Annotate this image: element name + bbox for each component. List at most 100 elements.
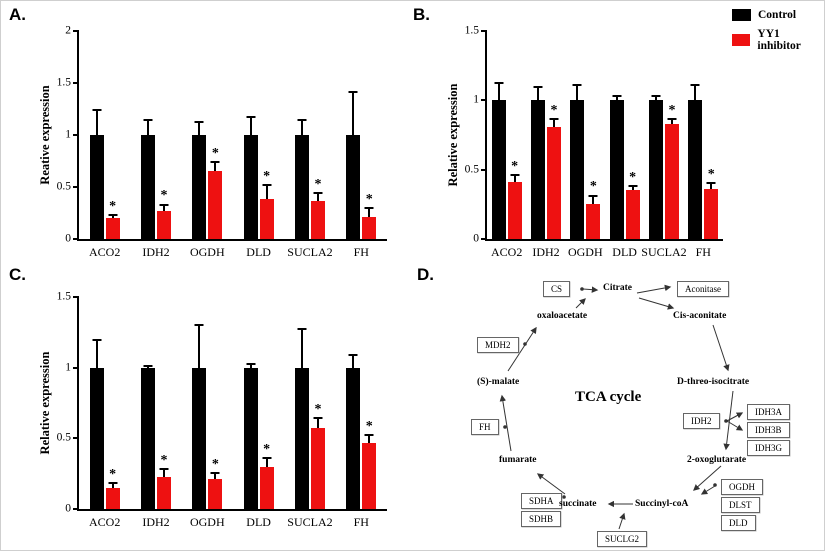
bar-group-sucla2: * SUCLA2	[287, 31, 333, 259]
bar-pair: *	[294, 328, 325, 509]
significance-asterisk: *	[109, 198, 117, 214]
error-bar-cap	[348, 353, 358, 356]
significance-asterisk: *	[550, 103, 558, 119]
bar-yy1-inhibitor: *	[208, 457, 223, 509]
legend-label-yy1-inhibitor: YY1 inhibitor	[757, 28, 801, 52]
error-bar	[92, 339, 102, 368]
error-bar-cap	[246, 116, 256, 119]
bar-pair: *	[243, 363, 274, 509]
error-bar	[143, 119, 153, 135]
bar-chart-panel-c: Relative expression 0 0.5 1 1.5 * ACO2 * IDH2 * O…	[29, 283, 393, 541]
error-bar-cap	[494, 82, 504, 85]
bar-control	[192, 121, 207, 239]
error-bar	[549, 118, 559, 127]
error-bar-cap	[588, 194, 598, 197]
significance-asterisk: *	[160, 188, 168, 204]
error-bar	[297, 328, 307, 368]
bar-yy1-inhibitor: *	[105, 467, 120, 509]
bar-group-ogdh: * OGDH	[190, 297, 225, 529]
metabolite-oxaloacetate: oxaloacetate	[537, 311, 588, 321]
panel-label-b: B.	[413, 5, 430, 24]
error-bar-cap	[313, 192, 323, 195]
legend-item-yy1-inhibitor: YY1 inhibitor	[732, 28, 824, 52]
legend-swatch-control	[732, 9, 751, 21]
error-bar	[210, 161, 220, 172]
error-bar-cap	[313, 417, 323, 420]
bar-control	[570, 83, 585, 239]
significance-asterisk: *	[263, 168, 271, 184]
bar-control	[140, 364, 155, 509]
legend: Control YY1 inhibitor	[732, 9, 824, 52]
bar-group-dld: * DLD	[243, 31, 274, 259]
panel-label-a: A.	[9, 5, 26, 24]
bar-group-dld: * DLD	[243, 297, 274, 529]
enzyme-box-dlst: DLST	[721, 497, 760, 513]
bar-group-ogdh: * OGDH	[568, 31, 603, 259]
error-bar	[194, 323, 204, 368]
y-axis-tick	[481, 168, 487, 171]
bar-control	[609, 94, 624, 239]
enzyme-box-cs: CS	[543, 281, 571, 297]
bar-control	[346, 353, 361, 509]
legend-label-control: Control	[758, 9, 797, 21]
plot-area-a: Reative expression 0 0.5 1 1.5 2 * ACO2 * IDH2 * O…	[38, 24, 387, 259]
error-bar	[297, 119, 307, 135]
x-category-label: OGDH	[567, 245, 603, 259]
enzyme-box-sdhb: SDHB	[521, 511, 562, 527]
error-bar-cap	[143, 119, 153, 122]
bar-pair: *	[530, 86, 561, 239]
bar-group-sucla2: * SUCLA2	[641, 31, 687, 259]
enzyme-box-idh3b: IDH3B	[747, 422, 790, 438]
error-bar	[628, 184, 638, 191]
y-axis-tick-label: 0	[65, 232, 71, 245]
error-bar	[159, 203, 169, 211]
bar-group-idh2: * IDH2	[530, 31, 561, 259]
bar-control	[648, 94, 663, 239]
error-bar-cap	[194, 323, 204, 326]
error-bar-cap	[533, 86, 543, 89]
bar-yy1-inhibitor: *	[704, 167, 719, 239]
y-axis-tick-label: 1	[473, 93, 479, 106]
y-axis-tick-label: 2	[65, 24, 71, 37]
error-bar	[651, 94, 661, 101]
y-axis-label-a: Reative expression	[38, 85, 52, 185]
bar-group-aco2: * ACO2	[89, 31, 120, 259]
bar-pair: *	[89, 339, 120, 509]
bar-control	[688, 83, 703, 239]
significance-asterisk: *	[707, 166, 715, 182]
significance-asterisk: *	[511, 158, 519, 174]
bar-control	[243, 116, 258, 239]
error-bar-cap	[108, 214, 118, 217]
x-category-label: DLD	[246, 245, 271, 259]
error-bar	[262, 183, 272, 200]
bar-control	[294, 328, 309, 509]
panel-label-c: C.	[9, 265, 26, 284]
metabolite-citrate: Citrate	[603, 283, 633, 293]
bar-group-fh: * FH	[346, 297, 377, 529]
y-axis-tick-label: 0.5	[56, 431, 71, 444]
y-axis-label-b: Relative expression	[446, 83, 460, 187]
bar-group-idh2: * IDH2	[140, 297, 171, 529]
error-bar	[194, 121, 204, 135]
error-bar-cap	[628, 184, 638, 187]
x-category-label: FH	[353, 515, 369, 529]
bar-control	[530, 86, 545, 239]
bar-pair: *	[688, 83, 719, 239]
y-axis-tick-label: 1.5	[56, 290, 71, 303]
error-bar-cap	[651, 94, 661, 97]
error-bar	[510, 173, 520, 183]
x-category-label: ACO2	[88, 245, 121, 259]
bar-yy1-inhibitor: *	[310, 177, 325, 239]
y-axis-tick	[73, 30, 79, 32]
bar-chart-panel-b: Relative expression 0 0.5 1 1.5 * ACO2 * IDH2 * O…	[437, 17, 729, 271]
legend-item-control: Control	[732, 9, 824, 21]
bar-yy1-inhibitor: *	[105, 199, 120, 239]
bar-group-ogdh: * OGDH	[190, 31, 225, 259]
y-axis-tick-label: 0.5	[464, 163, 479, 176]
error-bar	[143, 364, 153, 368]
enzyme-box-idh2: IDH2	[683, 413, 720, 429]
plot-area-b: Relative expression 0 0.5 1 1.5 * ACO2 * IDH2 * O…	[446, 24, 723, 259]
y-axis-tick-label: 0	[65, 502, 71, 515]
error-bar	[348, 353, 358, 368]
